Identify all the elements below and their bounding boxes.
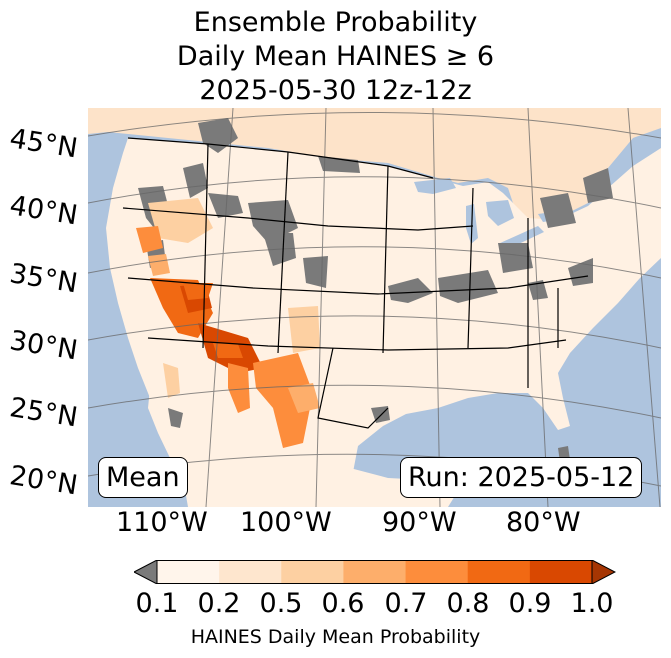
lat-label-30: 30°N — [7, 325, 80, 367]
lat-label-20: 20°N — [7, 460, 80, 502]
state-borders — [122, 137, 589, 429]
colorbar-bin — [281, 560, 344, 584]
colorbar-bins — [157, 560, 593, 584]
title-line-1: Ensemble Probability — [193, 7, 478, 38]
colorbar-bin — [529, 560, 593, 584]
lat-label-40: 40°N — [7, 190, 80, 232]
title-line-3: 2025-05-30 12z-12z — [199, 75, 472, 106]
lon-label-110: 110°W — [116, 507, 208, 538]
colorbar-tick-1: 0.2 — [197, 588, 241, 619]
run-label: Run: 2025-05-12 — [400, 457, 643, 498]
colorbar-tick-3: 0.6 — [321, 588, 365, 619]
colorbar-bin — [219, 560, 282, 584]
lat-label-35: 35°N — [7, 258, 80, 300]
colorbar-tick-5: 0.8 — [446, 588, 490, 619]
colorbar-tick-6: 0.9 — [508, 588, 552, 619]
colorbar-tick-4: 0.7 — [384, 588, 428, 619]
lon-label-90: 90°W — [382, 507, 457, 538]
colorbar — [134, 560, 616, 584]
colorbar-under-arrow — [134, 560, 158, 584]
lat-label-45: 45°N — [7, 123, 80, 165]
colorbar-bin — [405, 560, 469, 584]
mean-label: Mean — [98, 457, 188, 498]
colorbar-label: HAINES Daily Mean Probability — [190, 626, 481, 648]
colorbar-tick-7: 1.0 — [570, 588, 614, 619]
lake-huron — [486, 200, 514, 226]
colorbar-over-arrow — [591, 560, 616, 584]
colorbar-tick-2: 0.5 — [259, 588, 303, 619]
probability-map — [88, 108, 661, 507]
colorbar-bin — [467, 560, 531, 584]
colorbar-bin — [157, 560, 220, 584]
probability-patches — [136, 198, 320, 448]
title-line-2: Daily Mean HAINES ≥ 6 — [176, 41, 495, 72]
lon-label-80: 80°W — [506, 507, 581, 538]
lat-label-25: 25°N — [7, 392, 80, 434]
lon-label-100: 100°W — [240, 507, 332, 538]
colorbar-tick-0: 0.1 — [135, 588, 179, 619]
colorbar-bin — [343, 560, 407, 584]
lake-superior — [414, 178, 456, 194]
colorbar-frame — [156, 560, 593, 584]
